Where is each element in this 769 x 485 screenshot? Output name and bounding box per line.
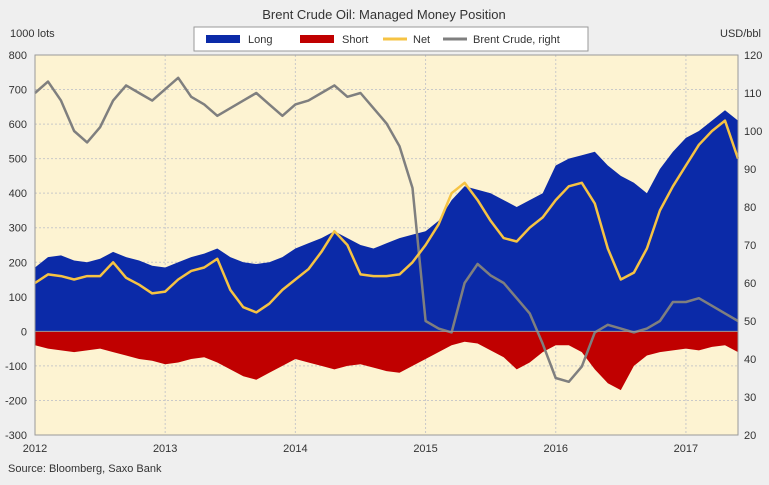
y-tick-label: 500 [9, 154, 27, 166]
x-tick-label: 2015 [413, 443, 437, 455]
legend-short-label: Short [342, 34, 368, 46]
legend-long-label: Long [248, 34, 272, 46]
legend-long-swatch [206, 35, 240, 43]
legend-short-swatch [300, 35, 334, 43]
y-tick-label: 300 [9, 223, 27, 235]
y2-tick-label: 80 [744, 202, 756, 214]
y2-axis-label: USD/bbl [720, 28, 761, 40]
legend-net-label: Net [413, 34, 430, 46]
y-tick-label: 400 [9, 188, 27, 200]
y-tick-label: 600 [9, 119, 27, 131]
series-group [34, 76, 740, 391]
y2-tick-label: 50 [744, 316, 756, 328]
y-tick-label: 100 [9, 292, 27, 304]
y-tick-label: -200 [5, 395, 27, 407]
y-tick-label: 700 [9, 85, 27, 97]
source-note: Source: Bloomberg, Saxo Bank [8, 463, 162, 475]
y-tick-label: -100 [5, 361, 27, 373]
plot-frame [34, 54, 739, 436]
x-tick-label: 2012 [23, 443, 47, 455]
chart-title: Brent Crude Oil: Managed Money Position [262, 7, 506, 22]
series-long-area [35, 110, 738, 332]
y2-tick-label: 110 [744, 88, 762, 100]
series-net-line [34, 119, 740, 314]
y2-tick-label: 40 [744, 354, 756, 366]
y-tick-label: 0 [21, 326, 27, 338]
legend-brent-label: Brent Crude, right [473, 34, 560, 46]
x-tick-label: 2014 [283, 443, 307, 455]
y-tick-label: -300 [5, 430, 27, 442]
x-tick-label: 2016 [543, 443, 567, 455]
y2-tick-label: 60 [744, 278, 756, 290]
legend: Long Short Net Brent Crude, right [193, 26, 589, 52]
y-axis-label: 1000 lots [10, 28, 55, 40]
y2-tick-label: 30 [744, 392, 756, 404]
series-short-area [35, 331, 738, 391]
y2-tick-label: 90 [744, 164, 756, 176]
y-tick-label: 200 [9, 257, 27, 269]
y2-tick-label: 20 [744, 430, 756, 442]
y2-tick-label: 70 [744, 240, 756, 252]
x-tick-label: 2013 [153, 443, 177, 455]
y2-tick-label: 120 [744, 50, 762, 62]
y2-tick-label: 100 [744, 126, 762, 138]
y-tick-label: 800 [9, 50, 27, 62]
series-brent-line [34, 76, 739, 384]
x-tick-label: 2017 [674, 443, 698, 455]
axes: 800 700 600 500 400 300 200 100 0 -100 -200 -300 120… [5, 50, 762, 455]
